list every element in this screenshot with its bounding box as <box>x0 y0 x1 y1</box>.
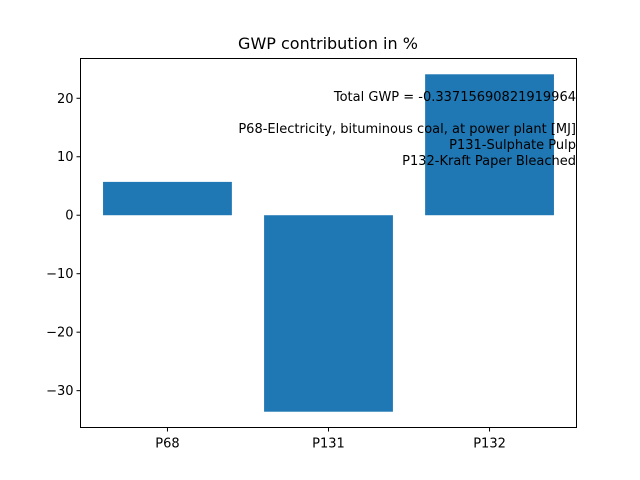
x-tick-label: P132 <box>473 437 506 452</box>
y-tick-label: −30 <box>46 384 73 399</box>
annotation-line: P68-Electricity, bituminous coal, at pow… <box>238 122 576 137</box>
y-tick-label: −20 <box>46 326 73 341</box>
bar-p132 <box>425 74 554 216</box>
bar-p131 <box>264 215 393 412</box>
annotation-line: P132-Kraft Paper Bleached <box>402 154 576 169</box>
x-tick-label: P131 <box>312 437 345 452</box>
y-tick-label: 0 <box>65 209 73 224</box>
annotation-line: P131-Sulphate Pulp <box>449 138 576 153</box>
annotation-line: Total GWP = -0.33715690821919964 <box>333 90 576 105</box>
chart-title: GWP contribution in % <box>238 34 418 53</box>
y-tick-label: 20 <box>57 92 74 107</box>
y-tick-label: −10 <box>46 267 73 282</box>
bar-p68 <box>103 181 232 216</box>
y-tick-label: 10 <box>57 150 74 165</box>
x-tick-label: P68 <box>155 437 179 452</box>
